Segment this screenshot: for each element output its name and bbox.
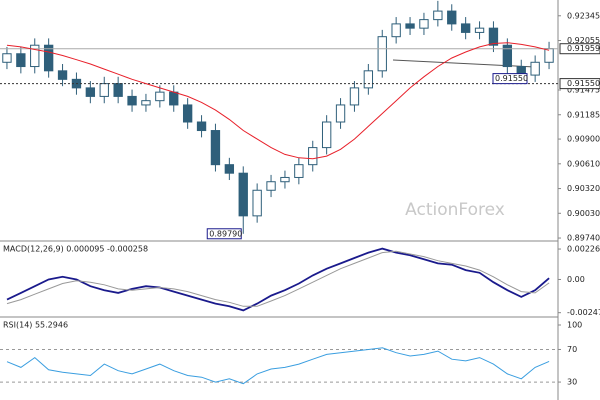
level-box <box>492 73 528 85</box>
candle-body <box>321 121 332 149</box>
candle-body <box>16 53 26 68</box>
y-tick-label: 30 <box>567 378 577 387</box>
candle-body <box>419 19 429 29</box>
last-price-box <box>559 43 600 55</box>
candle-body <box>238 172 248 217</box>
candle-body <box>169 91 179 106</box>
watermark: ActionForex <box>405 200 505 220</box>
candle-body <box>544 48 554 63</box>
candle-body <box>252 189 262 217</box>
candle-body <box>391 23 401 38</box>
candle-body <box>43 44 54 72</box>
candle-body <box>182 104 193 123</box>
candle-body <box>280 176 290 183</box>
candle-body <box>363 70 374 89</box>
level-box <box>559 78 600 90</box>
panel-title: MACD(12,26,9) 0.000095 -0.000258 <box>3 245 148 254</box>
y-tick-label: 0.90610 <box>567 159 600 168</box>
candle-body <box>377 36 387 72</box>
y-tick-label: 0.90030 <box>567 209 600 218</box>
candle-body <box>210 130 221 166</box>
candle-body <box>57 70 68 80</box>
candle-body <box>460 23 471 33</box>
series-line <box>6 247 550 312</box>
candle-body <box>433 10 443 21</box>
low-box <box>206 228 242 240</box>
y-tick-label: 0.90320 <box>567 184 600 193</box>
series-line <box>6 250 550 307</box>
candle-body <box>141 100 151 106</box>
low-annotation: 0.89790 <box>209 229 242 238</box>
candle-body <box>113 83 123 97</box>
y-tick-label: -0.002473 <box>567 308 600 317</box>
candle-body <box>530 61 540 76</box>
level-label: 0.91550 <box>567 79 600 88</box>
candle-body <box>349 87 360 106</box>
candle-body <box>224 164 235 174</box>
level-annotation: 0.91550 <box>495 74 528 83</box>
candle-body <box>99 83 109 97</box>
candle-body <box>30 44 40 68</box>
y-tick-label: 100 <box>567 321 582 330</box>
candle-body <box>488 27 499 46</box>
candle-body <box>405 23 415 29</box>
candle-body <box>266 181 276 191</box>
y-tick-label: 0.00 <box>567 275 585 284</box>
candle-body <box>127 95 137 106</box>
y-tick-label: 0.92345 <box>567 11 600 20</box>
candle-body <box>196 121 207 132</box>
candle-body <box>155 91 165 102</box>
series-line <box>6 42 550 160</box>
candle-body <box>502 44 513 68</box>
y-tick-label: 0.90900 <box>567 135 600 144</box>
candle-body <box>474 27 485 33</box>
candle-body <box>294 164 304 178</box>
y-tick-label: 70 <box>567 345 577 354</box>
y-tick-label: 0.89740 <box>567 234 600 243</box>
candle-body <box>335 104 346 123</box>
candle-body <box>308 147 318 166</box>
panel-title: RSI(14) 55.2946 <box>3 321 68 330</box>
series-line <box>6 347 550 385</box>
last-price-label: 0.91959 <box>567 44 600 53</box>
candle-body <box>2 53 12 63</box>
y-tick-label: 0.91185 <box>567 110 600 119</box>
y-tick-label: 0.002266 <box>567 245 600 254</box>
y-tick-label: 0.92055 <box>567 36 600 45</box>
candle-body <box>85 87 96 97</box>
candle-body <box>447 10 457 25</box>
y-tick-label: 0.91475 <box>567 86 600 95</box>
